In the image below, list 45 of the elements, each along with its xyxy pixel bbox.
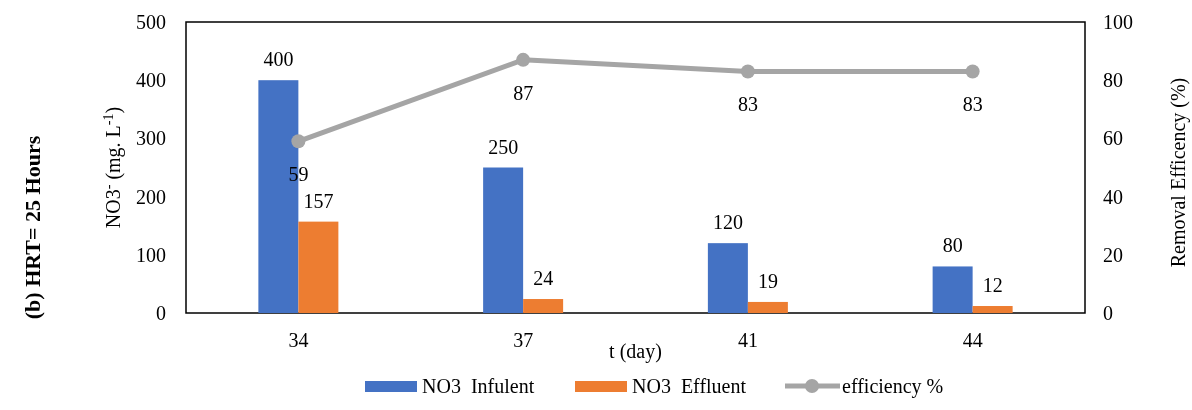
bar [972,306,1013,313]
x-tick-label: 34 [288,329,309,351]
y-tick-label: 0 [156,302,166,324]
y-tick-label: 200 [136,185,166,208]
data-label: 250 [488,135,519,158]
legend-label: efficiency % [842,375,944,398]
bar [707,243,748,313]
text: (b) HRT= 25 Hours [20,135,45,320]
point [740,64,755,79]
data-label: 19 [757,269,778,292]
data-label: 80 [942,234,963,257]
data-label: 59 [288,163,309,186]
bar [483,167,524,313]
data-label: 157 [303,189,334,212]
x-axis-title: t (day) [609,340,662,363]
data-label: 83 [962,93,983,116]
data-label: 24 [533,267,554,290]
y-tick-label: 300 [136,127,166,150]
legend-label: NO3 Infulent [422,375,535,397]
point [965,64,980,79]
data-label: 87 [513,81,534,104]
point [291,134,306,149]
legend-label: NO3 Effluent [632,375,747,397]
bar [298,221,339,313]
bar [932,266,973,313]
data-label: 400 [263,48,294,71]
x-tick-label: 37 [513,329,534,351]
y2-axis-title: Removal Efficency (%) [1167,77,1190,268]
x-tick-label: 41 [737,329,758,351]
data-label: 83 [737,93,758,116]
y-tick-label: 400 [136,69,166,92]
bar [523,299,564,313]
y-tick-label: 500 [136,11,166,33]
point [516,52,531,67]
y2-tick-label: 60 [1103,127,1123,150]
data-label: 12 [982,274,1003,297]
y2-tick-label: 40 [1103,185,1123,208]
y2-tick-label: 0 [1103,302,1113,324]
y2-tick-label: 80 [1103,69,1123,92]
y2-tick-label: 20 [1103,243,1123,266]
data-label: 120 [712,211,743,234]
bar [747,301,788,313]
x-tick-label: 44 [962,329,983,351]
y2-tick-label: 100 [1103,11,1133,33]
y-tick-label: 100 [136,243,166,266]
